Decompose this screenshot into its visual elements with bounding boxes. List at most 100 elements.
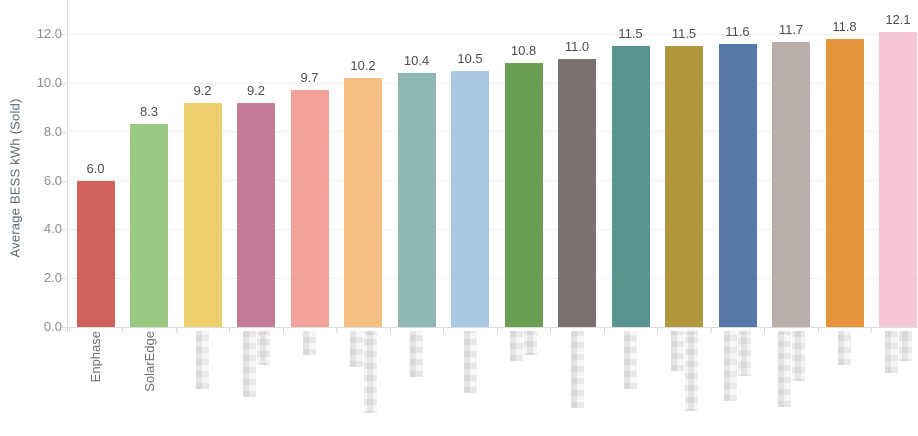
x-tick-mark — [389, 328, 391, 333]
redacted-label-strip — [463, 331, 477, 393]
x-tick-mark — [336, 328, 338, 333]
x-tick-mark — [68, 328, 70, 333]
x-category-slot — [871, 331, 918, 431]
y-tick-label: 0.0 — [43, 319, 62, 334]
x-tick-mark — [229, 328, 231, 333]
redacted-label-strip — [242, 331, 256, 397]
gridline — [67, 131, 918, 133]
x-category-label-redacted — [510, 331, 537, 361]
bar[interactable] — [451, 71, 489, 327]
redacted-label-strip — [510, 331, 523, 361]
redacted-label-strip — [256, 331, 270, 365]
x-tick-mark — [122, 328, 124, 333]
redacted-label-strip — [410, 331, 423, 377]
redacted-label-strip — [684, 331, 698, 411]
bar[interactable] — [397, 73, 436, 327]
x-category-slot — [390, 331, 444, 431]
x-category-slot — [497, 331, 551, 431]
y-tick-mark — [61, 278, 67, 280]
y-tick-label: 10.0 — [36, 75, 62, 90]
y-tick-label: 4.0 — [43, 221, 62, 237]
bar-value-label: 11.6 — [725, 24, 750, 39]
redacted-label-strip — [303, 331, 316, 355]
bar[interactable] — [879, 32, 917, 327]
x-tick-mark — [764, 328, 766, 333]
gridline — [67, 180, 918, 182]
gridline — [67, 228, 918, 230]
bar-value-label: 11.7 — [778, 22, 804, 37]
y-tick-label: 6.0 — [43, 172, 62, 188]
bar[interactable] — [558, 59, 596, 327]
x-category-slot — [229, 331, 283, 431]
x-tick-mark — [282, 328, 284, 333]
bar[interactable] — [611, 46, 650, 327]
bar[interactable] — [718, 44, 757, 327]
redacted-label-strip — [738, 331, 751, 376]
bar[interactable] — [504, 63, 543, 327]
redacted-label-strip — [724, 331, 737, 401]
x-category-label-redacted — [196, 331, 209, 389]
x-category-label-redacted — [724, 331, 751, 401]
bar-value-label: 6.0 — [86, 161, 105, 176]
x-tick-mark — [603, 328, 605, 333]
redacted-label-strip — [777, 331, 791, 407]
x-category-label: SolarEdge — [141, 331, 157, 392]
x-category-slot — [550, 331, 604, 431]
x-category-label-redacted — [884, 331, 912, 373]
x-tick-mark — [817, 328, 819, 333]
y-tick-label: 8.0 — [43, 123, 62, 139]
y-tick-mark — [61, 180, 67, 182]
bar-value-label: 10.5 — [457, 51, 483, 66]
bar-value-label: 12.1 — [885, 12, 911, 27]
bar[interactable] — [183, 103, 222, 327]
x-tick-mark — [175, 328, 177, 333]
gridline — [67, 277, 918, 279]
bar-value-label: 11.8 — [832, 19, 857, 34]
x-tick-mark — [657, 328, 659, 333]
redacted-label-strip — [898, 331, 912, 361]
x-category-slot — [604, 331, 658, 431]
bar-value-label: 10.8 — [510, 43, 537, 58]
y-tick-mark — [61, 229, 67, 231]
redacted-label-strip — [624, 331, 637, 389]
redacted-label-strip — [570, 331, 584, 408]
bar-value-label: 11.0 — [564, 39, 590, 54]
y-axis-line — [67, 0, 68, 332]
x-category-label-redacted — [303, 331, 316, 355]
x-category-slot — [711, 331, 765, 431]
y-tick-label: 2.0 — [43, 270, 62, 286]
bar[interactable] — [344, 78, 382, 327]
redacted-label-strip — [884, 331, 898, 373]
redacted-label-strip — [524, 331, 537, 355]
x-category-label-redacted — [242, 331, 270, 397]
x-category-slot — [818, 331, 872, 431]
redacted-label-strip — [196, 331, 209, 389]
x-category-slot — [657, 331, 711, 431]
bar[interactable] — [130, 124, 168, 327]
x-category-label-redacted — [410, 331, 423, 377]
bar[interactable] — [237, 103, 275, 327]
gridline — [67, 82, 918, 84]
bar-value-label: 8.3 — [139, 104, 159, 119]
x-category-label-redacted — [777, 331, 805, 407]
redacted-label-strip — [349, 331, 363, 367]
x-category-slot — [764, 331, 818, 431]
bar[interactable] — [825, 39, 864, 327]
x-category-slot — [176, 331, 230, 431]
y-tick-label: 12.0 — [36, 26, 62, 42]
x-category-slot — [443, 331, 497, 431]
bar[interactable] — [290, 90, 329, 327]
x-tick-mark — [443, 328, 445, 333]
y-tick-mark — [61, 327, 67, 328]
x-category-label-redacted — [624, 331, 637, 389]
redacted-label-strip — [670, 331, 684, 371]
bar[interactable] — [772, 42, 810, 327]
x-category-label-redacted — [670, 331, 698, 411]
bar[interactable] — [665, 46, 703, 327]
bar-value-label: 10.2 — [350, 58, 376, 73]
x-axis-line — [67, 327, 918, 328]
x-category-label-redacted — [463, 331, 477, 393]
bar[interactable] — [76, 181, 115, 327]
y-tick-mark — [61, 83, 67, 84]
